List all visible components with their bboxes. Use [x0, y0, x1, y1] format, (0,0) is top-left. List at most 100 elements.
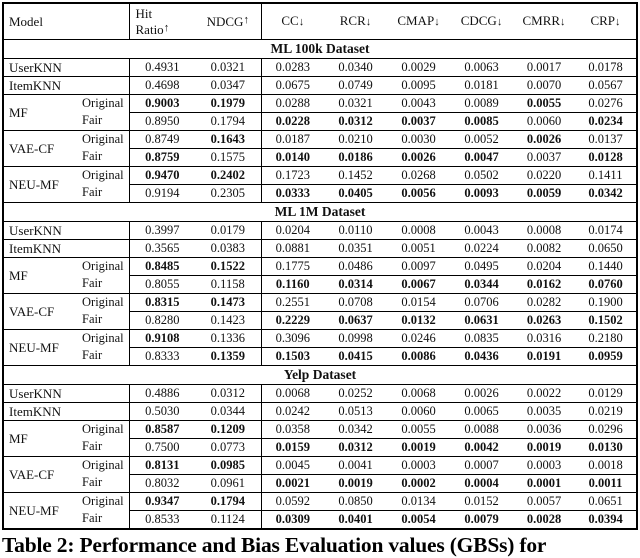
metric-value-cell: 0.0054 — [401, 511, 436, 526]
metric-value-cell: 0.0042 — [464, 439, 499, 454]
metric-value-cell: 0.0070 — [513, 75, 576, 94]
metric-value-cell: 0.0567 — [575, 75, 638, 94]
metric-value-cell: 0.0055 — [387, 419, 451, 439]
variant-cell: Original — [79, 129, 130, 148]
metric-value-cell: 0.0059 — [526, 185, 562, 200]
metric-value-cell: 0.0036 — [513, 419, 576, 439]
metric-value-cell: 0.2180 — [575, 328, 638, 348]
metric-value-cell: 0.0037 — [401, 113, 436, 128]
metric-value-cell: 0.0003 — [513, 455, 576, 475]
metric-value-cell: 0.1209 — [195, 419, 262, 439]
metric-value-cell: 0.0835 — [450, 328, 514, 348]
column-header-cmrr: CMRR↓ — [513, 3, 576, 40]
metric-value-cell: 0.0159 — [275, 439, 310, 454]
table-row: ItemKNN 0.3565 0.0383 0.0881 0.0351 0.0051 0.0… — [3, 238, 638, 257]
metric-value-cell: 0.0019 — [526, 439, 562, 454]
metric-value-cell: 0.0003 — [387, 455, 451, 475]
metric-value-cell: 0.0174 — [575, 220, 638, 239]
metric-value-cell: 0.0152 — [450, 491, 514, 511]
metric-value-cell: 0.0007 — [450, 455, 514, 475]
metric-value-cell: 0.0513 — [324, 401, 388, 420]
variant-cell: Original — [79, 256, 130, 275]
table-row: ItemKNN 0.5030 0.0344 0.0242 0.0513 0.0060 0.0… — [3, 401, 638, 420]
table-row: MF Original 0.9003 0.1979 0.0288 0.0321 0.0043… — [3, 93, 638, 130]
metric-value-cell: 0.0204 — [513, 256, 576, 276]
model-name-cell: UserKNN — [3, 220, 130, 239]
metric-value-cell: 0.0026 — [401, 149, 436, 164]
metric-value-cell: 0.8749 — [129, 129, 196, 149]
metric-value-cell: 0.1160 — [275, 276, 310, 291]
table-row: UserKNN 0.4886 0.0312 0.0068 0.0252 0.0068 0.0… — [3, 383, 638, 402]
metric-value-cell: 0.0220 — [513, 165, 576, 185]
down-arrow-icon: ↓ — [298, 15, 305, 28]
down-arrow-icon: ↓ — [560, 15, 566, 28]
metric-value-cell: 0.0041 — [324, 455, 388, 475]
metric-value-cell: 0.1979 — [195, 93, 262, 113]
metric-value-cell: 0.0057 — [513, 491, 576, 511]
metric-value-cell: 0.0060 — [526, 113, 562, 128]
metric-value-cell: 0.0321 — [324, 93, 388, 113]
metric-value-cell: 0.0309 — [275, 511, 310, 526]
metric-value-cell: 0.0415 — [338, 348, 373, 363]
metric-value-cell: 0.9347 — [129, 491, 196, 511]
metric-value-cell: 0.0008 — [387, 220, 451, 239]
metric-value-cell: 0.0210 — [324, 129, 388, 149]
metric-value-cell: 0.1575 — [195, 148, 262, 166]
metric-value-cell: 0.0068 — [387, 383, 451, 402]
metric-value-cell: 0.0011 — [588, 475, 623, 490]
metric-value-cell: 0.8131 — [129, 455, 196, 475]
model-name-cell: UserKNN — [3, 57, 130, 76]
metric-value-cell: 0.0045 — [261, 455, 325, 475]
variant-cell: Original — [79, 491, 130, 510]
metric-value-cell: 0.0342 — [588, 185, 623, 200]
variant-cell: Original — [79, 165, 130, 184]
variant-cell: Original — [79, 455, 130, 474]
metric-value-cell: 0.0065 — [450, 401, 514, 420]
column-header-model: Model — [3, 3, 130, 40]
table-row: VAE-CF Original 0.8315 0.1473 0.2551 0.0708 0.… — [3, 292, 638, 329]
model-name-cell: MF — [3, 93, 79, 130]
metric-value-cell: 0.0204 — [261, 220, 325, 239]
metric-value-cell: 0.0060 — [387, 401, 451, 420]
table-row: Fair 0.8055 0.1158 0.1160 0.0314 0.0067 0.0344… — [3, 275, 637, 293]
variant-cell: Fair — [79, 311, 130, 329]
metric-value-cell: 0.0959 — [588, 348, 623, 363]
table-body: ML 100k Dataset UserKNN 0.4931 0.0321 0.0283… — [3, 38, 638, 529]
metric-value-cell: 0.0394 — [588, 511, 623, 526]
table-row: MF Original 0.8587 0.1209 0.0358 0.0342 0.0055… — [3, 419, 638, 456]
metric-value-cell: 0.0067 — [401, 276, 436, 291]
model-name-cell: NEU-MF — [3, 328, 79, 365]
metric-value-cell: 0.1643 — [195, 129, 262, 149]
table-row: NEU-MF Original 0.9108 0.1336 0.3096 0.0998 0.… — [3, 328, 638, 365]
model-name-cell: NEU-MF — [3, 165, 79, 202]
metric-value-cell: 0.0219 — [575, 401, 638, 420]
metric-value-cell: 0.1775 — [261, 256, 325, 276]
table-row: Fair 0.8533 0.1124 0.0309 0.0401 0.0054 0.0079… — [3, 510, 637, 529]
variant-cell: Fair — [79, 347, 130, 365]
metric-value-cell: 0.0502 — [450, 165, 514, 185]
metric-value-cell: 0.0282 — [513, 292, 576, 312]
metric-value-cell: 0.0026 — [450, 383, 514, 402]
metric-value-cell: 0.8950 — [145, 113, 180, 128]
metric-value-cell: 0.0651 — [575, 491, 638, 511]
metric-value-cell: 0.0749 — [324, 75, 388, 94]
metric-value-cell: 0.9003 — [129, 93, 196, 113]
table-row: MF Original 0.8485 0.1522 0.1775 0.0486 0.0097… — [3, 256, 638, 293]
metric-value-cell: 0.0037 — [526, 149, 562, 164]
metric-value-cell: 0.5030 — [129, 401, 196, 420]
metric-value-cell: 0.0097 — [387, 256, 451, 276]
metric-value-cell: 0.0263 — [526, 312, 562, 327]
model-name-cell: VAE-CF — [3, 129, 79, 166]
metric-value-cell: 0.0340 — [324, 57, 388, 76]
metric-value-cell: 0.0018 — [575, 455, 638, 475]
metric-value-cell: 0.0276 — [575, 93, 638, 113]
variant-cell: Fair — [79, 438, 130, 456]
metric-value-cell: 0.0029 — [387, 57, 451, 76]
metric-value-cell: 0.0022 — [513, 383, 576, 402]
metric-value-cell: 0.0881 — [261, 238, 325, 257]
dataset-band-row: ML 1M Dataset — [3, 201, 638, 222]
metric-value-cell: 0.0347 — [195, 75, 262, 94]
metric-value-cell: 0.9194 — [145, 185, 180, 200]
metric-value-cell: 0.0495 — [450, 256, 514, 276]
